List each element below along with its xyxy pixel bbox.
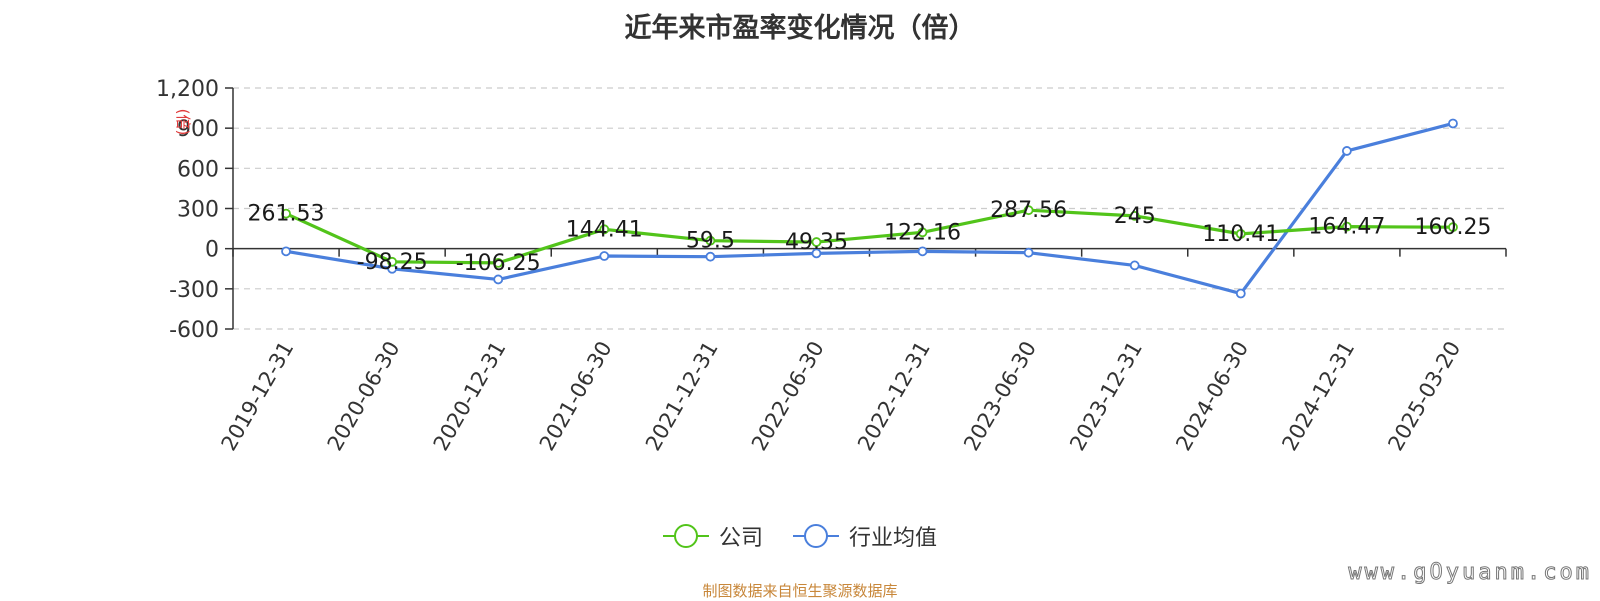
data-label-company: -106.25 xyxy=(456,251,541,276)
x-tick-label: 2023-06-30 xyxy=(959,337,1041,455)
data-point-industry xyxy=(281,246,291,257)
data-label-company: 110.41 xyxy=(1202,222,1279,247)
data-point-company xyxy=(493,257,504,268)
watermark: www.gOyuanm.com xyxy=(1348,560,1592,586)
x-tick-label: 2023-12-31 xyxy=(1065,337,1147,455)
data-point-industry xyxy=(493,274,504,285)
data-point-industry xyxy=(1235,288,1246,299)
data-label-company: 144.41 xyxy=(566,217,643,242)
data-point-company xyxy=(599,224,610,235)
x-tick-label: 2024-12-31 xyxy=(1277,337,1359,455)
series-line-industry xyxy=(285,121,1454,296)
data-point-company xyxy=(705,235,716,246)
data-point-company xyxy=(281,208,291,219)
data-point-industry xyxy=(599,251,610,261)
y-tick-label: 300 xyxy=(177,198,219,223)
data-point-company xyxy=(1341,221,1352,232)
data-point-company xyxy=(1448,222,1458,233)
chart-legend: 公司 行业均值 xyxy=(0,520,1600,552)
data-point-industry xyxy=(811,248,822,259)
legend-label-company: 公司 xyxy=(718,526,763,551)
data-label-company: 261.53 xyxy=(248,202,325,227)
data-label-company: 164.47 xyxy=(1308,215,1385,240)
x-tick-label: 2025-03-20 xyxy=(1383,337,1465,455)
data-label-company: 49.35 xyxy=(785,230,848,255)
data-label-company: 122.16 xyxy=(884,220,961,245)
y-tick-label: 1,200 xyxy=(156,77,219,102)
data-label-company: -98.25 xyxy=(357,250,428,275)
y-axis-unit-label: (倍) xyxy=(174,109,192,136)
data-point-company xyxy=(1129,210,1140,221)
y-tick-label: 0 xyxy=(205,238,219,263)
x-tick-label: 2021-06-30 xyxy=(535,337,617,455)
data-label-company: 59.5 xyxy=(686,229,735,254)
y-tick-label: -300 xyxy=(169,278,219,303)
legend-item-company[interactable]: 公司 xyxy=(662,520,763,552)
legend-marker-company-icon xyxy=(662,524,709,548)
data-point-company xyxy=(811,237,822,247)
data-point-industry xyxy=(1023,247,1034,258)
x-tick-label: 2022-12-31 xyxy=(853,337,935,455)
data-point-company xyxy=(387,256,398,267)
x-tick-label: 2024-06-30 xyxy=(1171,337,1253,455)
data-point-company xyxy=(1235,228,1246,239)
x-tick-label: 2020-06-30 xyxy=(323,337,405,455)
data-label-company: 160.25 xyxy=(1414,215,1491,240)
data-point-industry xyxy=(705,251,716,262)
data-point-company xyxy=(917,227,928,238)
data-point-industry xyxy=(917,246,928,257)
legend-marker-industry-icon xyxy=(793,524,839,548)
line-chart: 1,200 900 600 300 0 -300 -600 (倍) 2019-12-31 2020… xyxy=(156,77,1507,455)
y-tick-label: 600 xyxy=(177,157,219,182)
x-tick-label: 2021-12-31 xyxy=(641,337,723,455)
chart-title: 近年来市盈率变化情况（倍） xyxy=(624,13,976,44)
y-tick-label: 900 xyxy=(177,117,219,142)
data-source-note: 制图数据来自恒生聚源数据库 xyxy=(702,582,898,600)
x-tick-label: 2020-12-31 xyxy=(429,337,511,455)
y-tick-label: -600 xyxy=(169,318,219,343)
data-point-industry xyxy=(1341,146,1352,156)
data-point-company xyxy=(1023,205,1034,216)
x-tick-label: 2019-12-31 xyxy=(217,337,299,455)
series-line-company xyxy=(285,208,1453,265)
data-label-company: 287.56 xyxy=(990,198,1067,223)
data-label-company: 245 xyxy=(1114,204,1156,229)
legend-item-industry[interactable]: 行业均值 xyxy=(793,520,937,552)
data-point-industry xyxy=(1448,118,1458,129)
legend-label-industry: 行业均值 xyxy=(849,526,938,551)
data-point-industry xyxy=(1129,260,1140,271)
x-tick-label: 2022-06-30 xyxy=(747,337,829,455)
